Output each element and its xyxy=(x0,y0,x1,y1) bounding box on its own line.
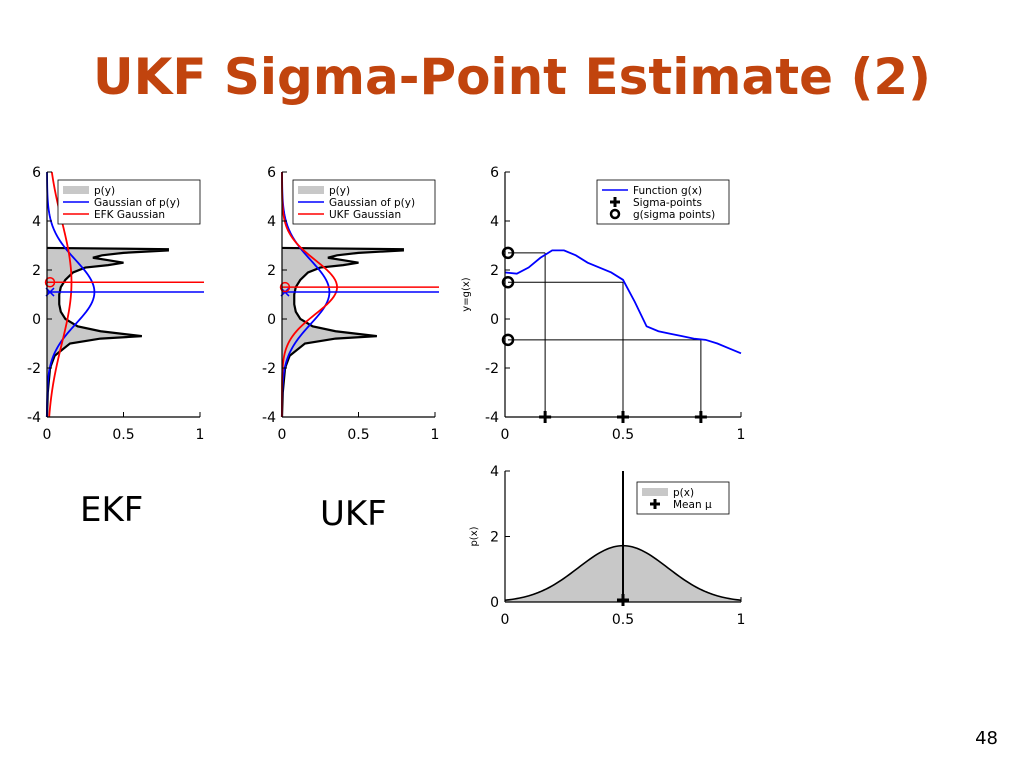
function-y-axis-label: y=g(x) xyxy=(461,277,472,311)
ukf-y-tick-label: 2 xyxy=(267,263,276,279)
ukf-y-tick-label: 0 xyxy=(267,312,276,328)
prior-y-tick-label: 2 xyxy=(490,530,499,546)
function-legend-entry: Function g(x) xyxy=(633,185,702,197)
ukf-y-tick-label: 4 xyxy=(267,214,276,230)
ekf-gaussian-curve xyxy=(46,171,96,418)
ukf-legend-entry: p(y) xyxy=(329,185,350,197)
sigma-point-function-chart: 0 0.5 1 -4 -2 0 2 4 6 y=g(x) Function g(x)Sigma-po… xyxy=(461,165,746,443)
prior-legend-swatch xyxy=(642,488,668,496)
ukf-x-tick-label: 0 xyxy=(278,427,287,443)
ekf-y-tick-label: 6 xyxy=(32,165,41,181)
ekf-legend-entry: Gaussian of p(y) xyxy=(94,197,180,209)
ukf-legend-swatch xyxy=(298,186,324,194)
ukf-y-tick-label: -4 xyxy=(262,410,276,426)
function-y-tick-label: -4 xyxy=(485,410,499,426)
prior-x-tick-label: 1 xyxy=(737,612,746,628)
function-legend-entry: Sigma-points xyxy=(633,197,702,209)
ukf-mean-marker xyxy=(279,281,291,293)
prior-x-tick-label: 0 xyxy=(501,612,510,628)
ekf-y-tick-label: -4 xyxy=(27,410,41,426)
ekf-legend-entry: p(y) xyxy=(94,185,115,197)
ukf-y-tick-label: -2 xyxy=(262,361,276,377)
ekf-legend-swatch xyxy=(63,186,89,194)
ekf-y-tick-label: 0 xyxy=(32,312,41,328)
prior-y-axis-label: p(x) xyxy=(469,526,480,546)
ekf-density-line xyxy=(45,246,169,418)
function-y-tick-label: 2 xyxy=(490,263,499,279)
function-y-tick-label: 0 xyxy=(490,312,499,328)
ekf-density-chart: 0 0.5 1 -4 -2 0 2 4 6 p(y)Gaussian of p(y)EFK Gau… xyxy=(27,165,205,443)
function-function-curve xyxy=(504,249,742,355)
function-x-tick-label: 0.5 xyxy=(612,427,634,443)
page-number: 48 xyxy=(975,728,998,749)
ukf-density-line xyxy=(280,246,404,418)
ekf-x-tick-label: 1 xyxy=(196,427,205,443)
ekf-x-tick-label: 0 xyxy=(43,427,52,443)
function-g-sigma-marker xyxy=(501,333,515,347)
function-y-tick-label: 4 xyxy=(490,214,499,230)
prior-x-tick-label: 0.5 xyxy=(612,612,634,628)
prior-legend-entry: p(x) xyxy=(673,487,694,499)
ekf-legend-entry: EFK Gaussian xyxy=(94,209,165,221)
function-legend-swatch xyxy=(609,208,621,220)
ukf-legend-entry: UKF Gaussian xyxy=(329,209,401,221)
function-y-tick-label: -2 xyxy=(485,361,499,377)
ekf-x-tick-label: 0.5 xyxy=(112,427,134,443)
prior-legend-box xyxy=(636,481,730,515)
slide-title: UKF Sigma-Point Estimate (2) xyxy=(93,48,931,106)
function-g-sigma-marker xyxy=(501,276,515,289)
ekf-label: EKF xyxy=(80,490,144,530)
ekf-mean-marker xyxy=(44,277,56,288)
prior-y-tick-label: 4 xyxy=(490,464,499,480)
ukf-density-chart: 0 0.5 1 -4 -2 0 2 4 6 p(y)Gaussian of p(y)UKF Gau… xyxy=(262,165,440,443)
ukf-label: UKF xyxy=(320,494,387,534)
ukf-x-tick-label: 1 xyxy=(431,427,440,443)
ukf-gaussian-curve xyxy=(281,171,331,418)
prior-legend-entry: Mean μ xyxy=(673,499,712,511)
function-g-sigma-marker xyxy=(501,246,515,260)
ekf-y-tick-label: -2 xyxy=(27,361,41,377)
ukf-y-tick-label: 6 xyxy=(267,165,276,181)
function-x-tick-label: 0 xyxy=(501,427,510,443)
ukf-x-tick-label: 0.5 xyxy=(347,427,369,443)
prior-y-tick-label: 0 xyxy=(490,595,499,611)
function-legend-entry: g(sigma points) xyxy=(633,209,715,221)
function-y-tick-label: 6 xyxy=(490,165,499,181)
ekf-y-tick-label: 4 xyxy=(32,214,41,230)
ekf-y-tick-label: 2 xyxy=(32,263,41,279)
function-x-tick-label: 1 xyxy=(737,427,746,443)
ukf-legend-entry: Gaussian of p(y) xyxy=(329,197,415,209)
